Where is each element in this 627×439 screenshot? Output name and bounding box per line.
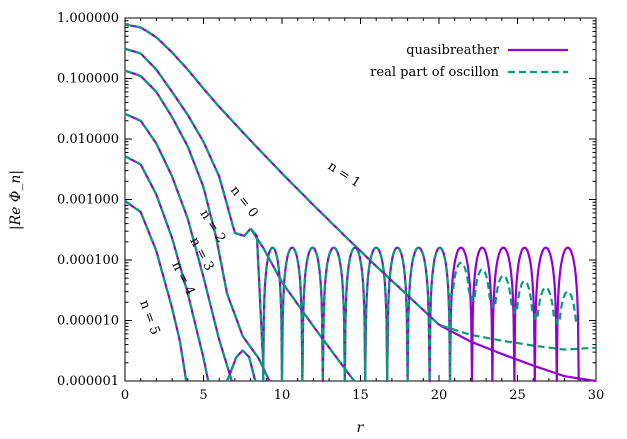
y-tick-label: 0.000100 xyxy=(57,253,119,268)
curve-n0-oscillon xyxy=(124,47,356,382)
x-tick-label: 10 xyxy=(274,388,291,403)
axes: 0 5 10 15 20 25 30 0.000001 0.000010 0.000100 0.00… xyxy=(57,11,604,403)
curve-n3-quasibreather xyxy=(124,112,233,382)
curve-n3-oscillon xyxy=(124,112,233,382)
x-axis-label: r xyxy=(357,420,365,436)
curve-n2-oscillon xyxy=(124,69,271,382)
curve-label-n1: n = 1 xyxy=(325,159,363,191)
legend: quasibreather real part of oscillon xyxy=(370,43,568,80)
y-tick-label: 1.000000 xyxy=(57,11,119,26)
x-tick-label: 15 xyxy=(352,388,369,403)
curve-n1-oscillon xyxy=(124,23,597,351)
y-tick-label: 0.010000 xyxy=(57,132,119,147)
y-tick-label: 0.000001 xyxy=(57,374,119,389)
legend-label-quasibreather: quasibreather xyxy=(406,43,500,58)
x-tick-label: 0 xyxy=(121,388,129,403)
curve-label-n4: n = 4 xyxy=(168,259,197,298)
x-tick-label: 20 xyxy=(431,388,448,403)
curve-label-n5: n = 5 xyxy=(136,298,162,337)
curve-n5-quasibreather xyxy=(124,200,188,382)
y-tick-label: 0.100000 xyxy=(57,72,119,87)
y-tick-label: 0.000010 xyxy=(57,314,119,329)
x-tick-label: 30 xyxy=(588,388,605,403)
curve-n5-oscillon xyxy=(124,200,188,382)
y-tick-label: 0.001000 xyxy=(57,193,119,208)
x-tick-label: 5 xyxy=(199,388,207,403)
curve-n4-oscillon xyxy=(124,155,210,382)
curve-label-n0: n = 0 xyxy=(227,183,261,220)
x-tick-label: 25 xyxy=(509,388,526,403)
curve-n4-quasibreather xyxy=(124,155,210,382)
y-axis-label: |Re Φ_n| xyxy=(8,170,24,230)
curve-label-n3: n = 3 xyxy=(186,235,216,274)
curve-n0-tail-oscillon xyxy=(249,227,580,383)
legend-label-oscillon: real part of oscillon xyxy=(370,65,499,80)
curve-bump-oscillon xyxy=(226,349,257,382)
curves xyxy=(124,23,597,383)
